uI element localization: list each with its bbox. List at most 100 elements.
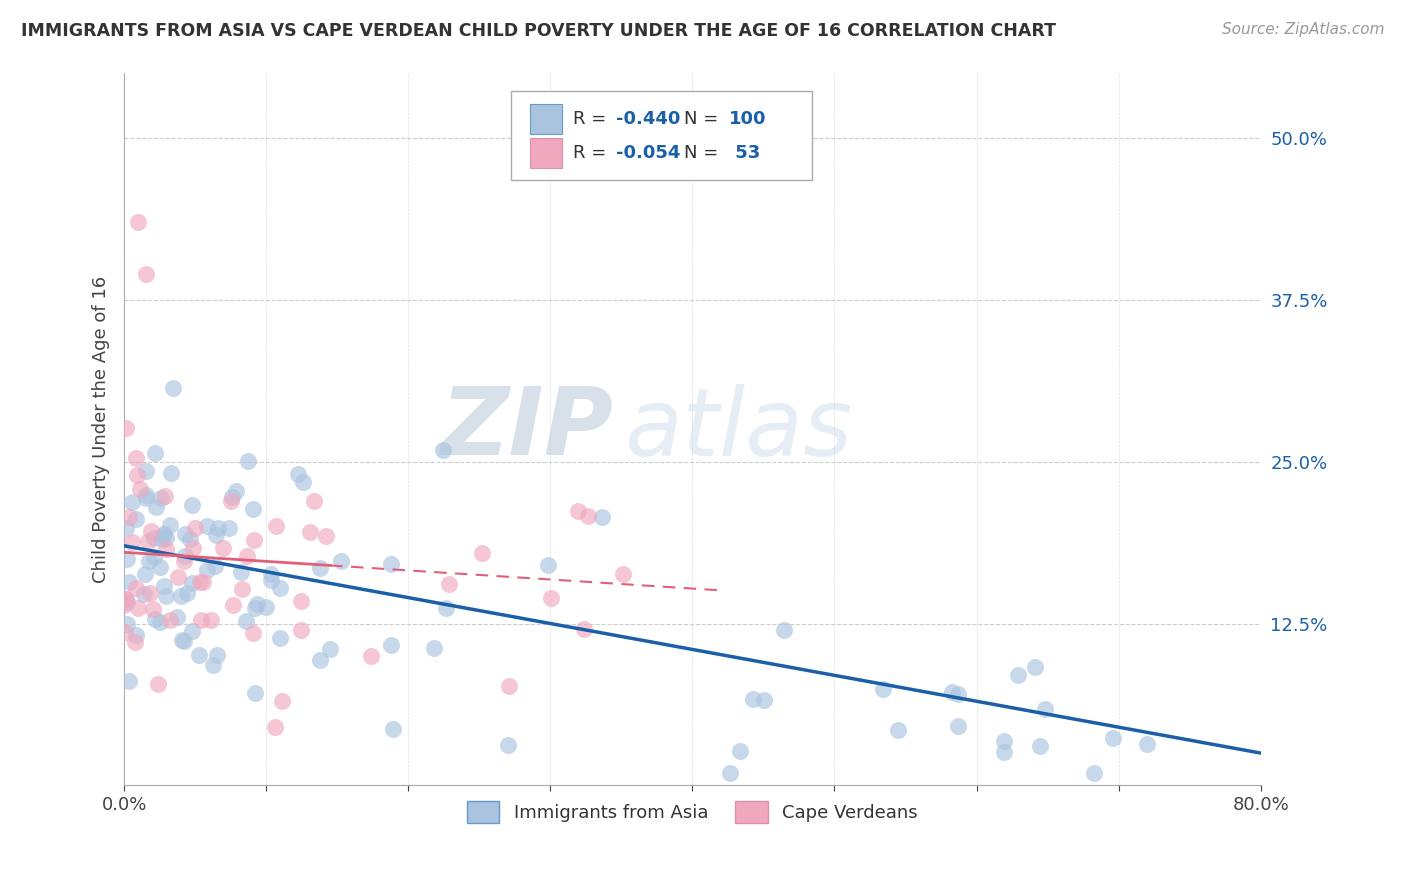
Point xyxy=(264,519,287,533)
Point xyxy=(993,733,1015,747)
FancyBboxPatch shape xyxy=(530,103,562,134)
Point xyxy=(1136,737,1159,751)
Point xyxy=(143,532,166,546)
Point xyxy=(287,467,309,481)
Point xyxy=(221,598,243,612)
Point xyxy=(160,466,183,480)
Point xyxy=(152,528,174,542)
Point xyxy=(728,744,751,758)
Point xyxy=(540,591,562,606)
Point xyxy=(138,553,160,567)
Point xyxy=(152,579,174,593)
Point xyxy=(181,499,204,513)
Point xyxy=(159,518,181,533)
Point xyxy=(155,589,177,603)
Point xyxy=(1083,765,1105,780)
Point xyxy=(360,649,382,664)
Text: Source: ZipAtlas.com: Source: ZipAtlas.com xyxy=(1222,22,1385,37)
Point xyxy=(125,451,148,466)
Point xyxy=(180,576,202,591)
Point xyxy=(139,586,162,600)
Point xyxy=(1029,739,1052,753)
Point xyxy=(254,600,277,615)
Point xyxy=(173,633,195,648)
Point xyxy=(872,681,894,696)
Point xyxy=(238,454,260,468)
Point xyxy=(142,602,165,616)
Point xyxy=(128,482,150,496)
Point xyxy=(291,475,314,489)
Point xyxy=(242,533,264,547)
Point xyxy=(142,549,165,564)
Point xyxy=(148,677,170,691)
Point xyxy=(496,738,519,752)
Point xyxy=(993,745,1015,759)
Point xyxy=(181,624,204,638)
Point xyxy=(380,557,402,571)
Point xyxy=(159,613,181,627)
Point xyxy=(437,577,460,591)
Point xyxy=(155,542,177,557)
Point xyxy=(1101,731,1123,745)
Point xyxy=(149,615,172,629)
Point xyxy=(117,509,139,524)
Point xyxy=(245,600,267,615)
Point xyxy=(308,653,330,667)
Point xyxy=(134,567,156,582)
Point xyxy=(567,503,589,517)
Point xyxy=(150,491,173,505)
Point xyxy=(153,489,176,503)
Point xyxy=(173,554,195,568)
Point xyxy=(315,529,337,543)
Point xyxy=(188,574,211,589)
Text: N =: N = xyxy=(685,144,724,161)
Point xyxy=(118,574,141,589)
Point xyxy=(941,685,963,699)
Point xyxy=(149,560,172,574)
Point xyxy=(205,648,228,663)
Point xyxy=(143,612,166,626)
Point xyxy=(318,641,340,656)
Point xyxy=(246,598,269,612)
Text: N =: N = xyxy=(685,110,724,128)
Point xyxy=(115,591,138,606)
Point xyxy=(946,687,969,701)
Point xyxy=(201,658,224,673)
FancyBboxPatch shape xyxy=(510,91,811,180)
Point xyxy=(114,625,136,640)
Point xyxy=(112,599,135,613)
Point xyxy=(127,600,149,615)
Point xyxy=(181,541,204,555)
Point xyxy=(136,533,159,548)
Point xyxy=(170,589,193,603)
Point xyxy=(537,558,560,572)
Point xyxy=(242,502,264,516)
Point xyxy=(127,215,149,229)
Point xyxy=(612,567,634,582)
Text: -0.054: -0.054 xyxy=(616,144,681,161)
Text: 100: 100 xyxy=(728,110,766,128)
FancyBboxPatch shape xyxy=(530,138,562,168)
Point xyxy=(434,600,457,615)
Point xyxy=(204,528,226,542)
Point xyxy=(200,613,222,627)
Point xyxy=(115,617,138,632)
Point xyxy=(124,635,146,649)
Text: ZIP: ZIP xyxy=(440,384,613,475)
Point xyxy=(135,491,157,505)
Point xyxy=(471,546,494,560)
Point xyxy=(174,549,197,564)
Point xyxy=(166,610,188,624)
Point xyxy=(432,443,454,458)
Point xyxy=(242,626,264,640)
Point xyxy=(259,574,281,588)
Point xyxy=(752,693,775,707)
Point xyxy=(271,694,294,708)
Point xyxy=(290,594,312,608)
Point xyxy=(121,534,143,549)
Point xyxy=(1024,660,1046,674)
Point xyxy=(190,613,212,627)
Point xyxy=(184,521,207,535)
Point xyxy=(235,614,257,628)
Point xyxy=(946,719,969,733)
